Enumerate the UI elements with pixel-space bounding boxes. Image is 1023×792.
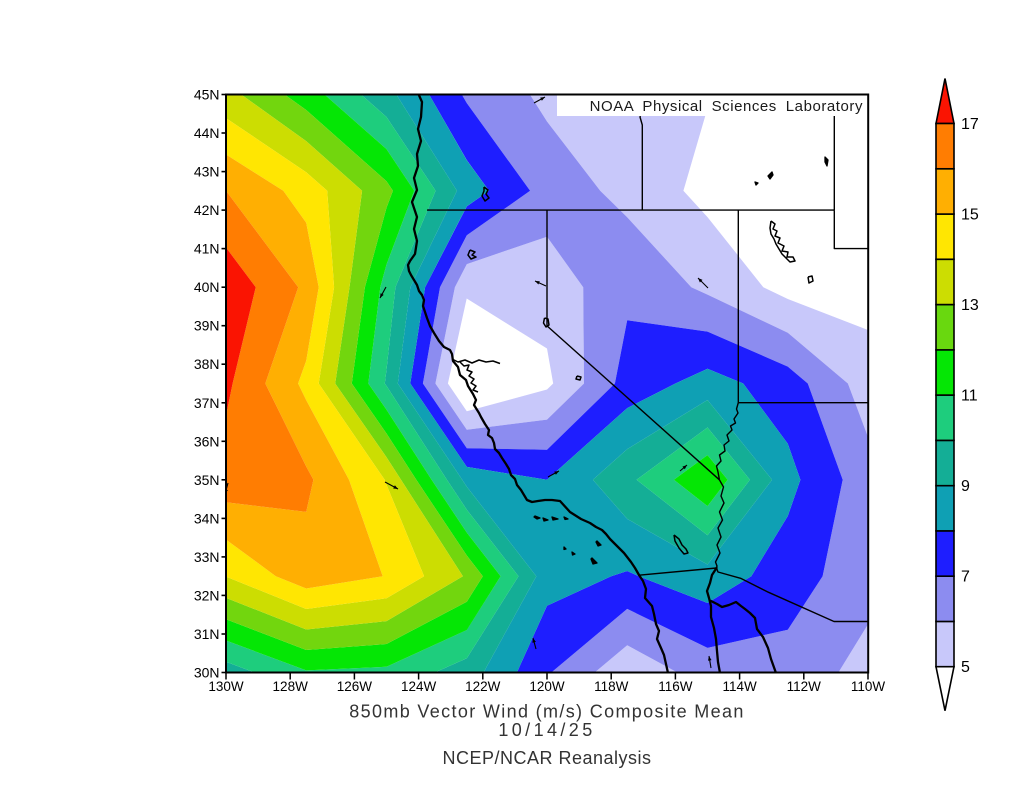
svg-text:122W: 122W bbox=[465, 679, 501, 694]
svg-text:124W: 124W bbox=[401, 679, 437, 694]
svg-text:9: 9 bbox=[961, 478, 970, 495]
svg-text:15: 15 bbox=[961, 207, 979, 224]
svg-text:34N: 34N bbox=[194, 510, 220, 526]
svg-text:30N: 30N bbox=[194, 665, 220, 681]
svg-text:112W: 112W bbox=[787, 679, 822, 694]
svg-text:118W: 118W bbox=[594, 679, 629, 694]
svg-text:33N: 33N bbox=[194, 549, 220, 565]
svg-text:850mb Vector Wind (m/s) Compos: 850mb Vector Wind (m/s) Composite Mean bbox=[349, 702, 744, 722]
svg-text:NOAA Physical Sciences Laborat: NOAA Physical Sciences Laboratory bbox=[590, 98, 863, 115]
svg-text:120W: 120W bbox=[529, 679, 565, 694]
svg-text:128W: 128W bbox=[273, 679, 309, 694]
svg-text:130W: 130W bbox=[208, 679, 244, 694]
svg-text:44N: 44N bbox=[194, 125, 220, 141]
svg-text:114W: 114W bbox=[722, 679, 757, 694]
svg-text:10/14/25: 10/14/25 bbox=[498, 720, 595, 740]
svg-text:116W: 116W bbox=[658, 679, 693, 694]
svg-text:39N: 39N bbox=[194, 318, 220, 334]
svg-text:35N: 35N bbox=[194, 472, 220, 488]
svg-text:5: 5 bbox=[961, 659, 970, 676]
svg-text:42N: 42N bbox=[194, 202, 220, 218]
svg-text:36N: 36N bbox=[194, 433, 220, 449]
svg-text:11: 11 bbox=[961, 388, 978, 405]
svg-text:37N: 37N bbox=[194, 395, 220, 411]
svg-text:7: 7 bbox=[961, 569, 970, 586]
svg-text:31N: 31N bbox=[194, 626, 220, 642]
svg-text:41N: 41N bbox=[194, 241, 220, 257]
svg-text:126W: 126W bbox=[337, 679, 373, 694]
svg-text:43N: 43N bbox=[194, 164, 220, 180]
svg-text:110W: 110W bbox=[851, 679, 886, 694]
svg-text:NCEP/NCAR Reanalysis: NCEP/NCAR Reanalysis bbox=[442, 748, 651, 768]
svg-text:13: 13 bbox=[961, 297, 979, 314]
svg-text:32N: 32N bbox=[194, 587, 220, 603]
svg-text:17: 17 bbox=[961, 116, 979, 133]
svg-text:45N: 45N bbox=[194, 87, 220, 103]
svg-text:38N: 38N bbox=[194, 356, 220, 372]
svg-text:40N: 40N bbox=[194, 279, 220, 295]
